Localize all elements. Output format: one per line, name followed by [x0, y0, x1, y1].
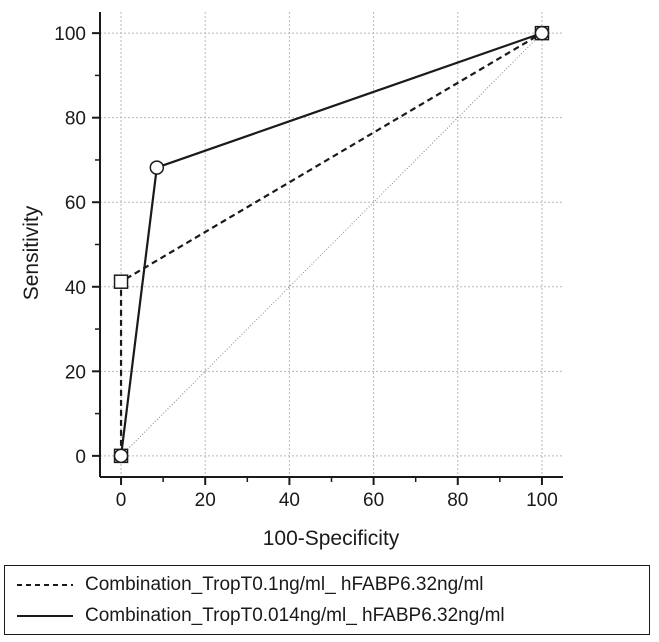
x-tick-label: 20 — [195, 490, 216, 511]
y-tick-label: 80 — [65, 109, 86, 130]
x-tick-label: 0 — [116, 490, 127, 511]
legend-label-solid: Combination_TropT0.014ng/ml_ hFABP6.32ng… — [85, 605, 505, 626]
data-point-circle-1 — [534, 25, 550, 41]
x-tick-label: 100 — [526, 490, 558, 511]
grid-lines — [100, 12, 563, 477]
data-point-circle-1 — [149, 160, 165, 175]
data-point-square-0 — [113, 274, 129, 289]
x-tick-label: 60 — [363, 490, 384, 511]
legend-solid-line-icon — [17, 615, 73, 617]
data-point-circle-1 — [113, 448, 129, 464]
y-tick-label: 20 — [65, 362, 86, 383]
axes — [92, 12, 563, 485]
legend-dashed-line-icon — [17, 584, 73, 586]
series-markers — [113, 25, 550, 464]
y-tick-label: 60 — [65, 193, 86, 214]
x-tick-label: 40 — [279, 490, 300, 511]
x-tick-label: 80 — [447, 490, 468, 511]
x-axis-title: 100-Specificity — [263, 527, 400, 550]
legend-item-solid: Combination_TropT0.014ng/ml_ hFABP6.32ng… — [15, 601, 505, 631]
roc-chart: 0 20 40 60 80 100 0 20 40 60 80 100 100-Specificity… — [20, 12, 563, 550]
y-tick-label: 40 — [65, 278, 86, 299]
reference-diagonal — [120, 32, 543, 457]
legend-label-dashed: Combination_TropT0.1ng/ml_ hFABP6.32ng/m… — [85, 574, 484, 595]
y-tick-label: 100 — [54, 24, 86, 45]
legend: Combination_TropT0.1ng/ml_ hFABP6.32ng/m… — [4, 565, 650, 635]
y-tick-label: 0 — [75, 447, 86, 468]
legend-item-dashed: Combination_TropT0.1ng/ml_ hFABP6.32ng/m… — [15, 570, 484, 600]
tick-labels: 0 20 40 60 80 100 0 20 40 60 80 100 — [54, 24, 558, 511]
y-axis-title: Sensitivity — [20, 205, 43, 300]
